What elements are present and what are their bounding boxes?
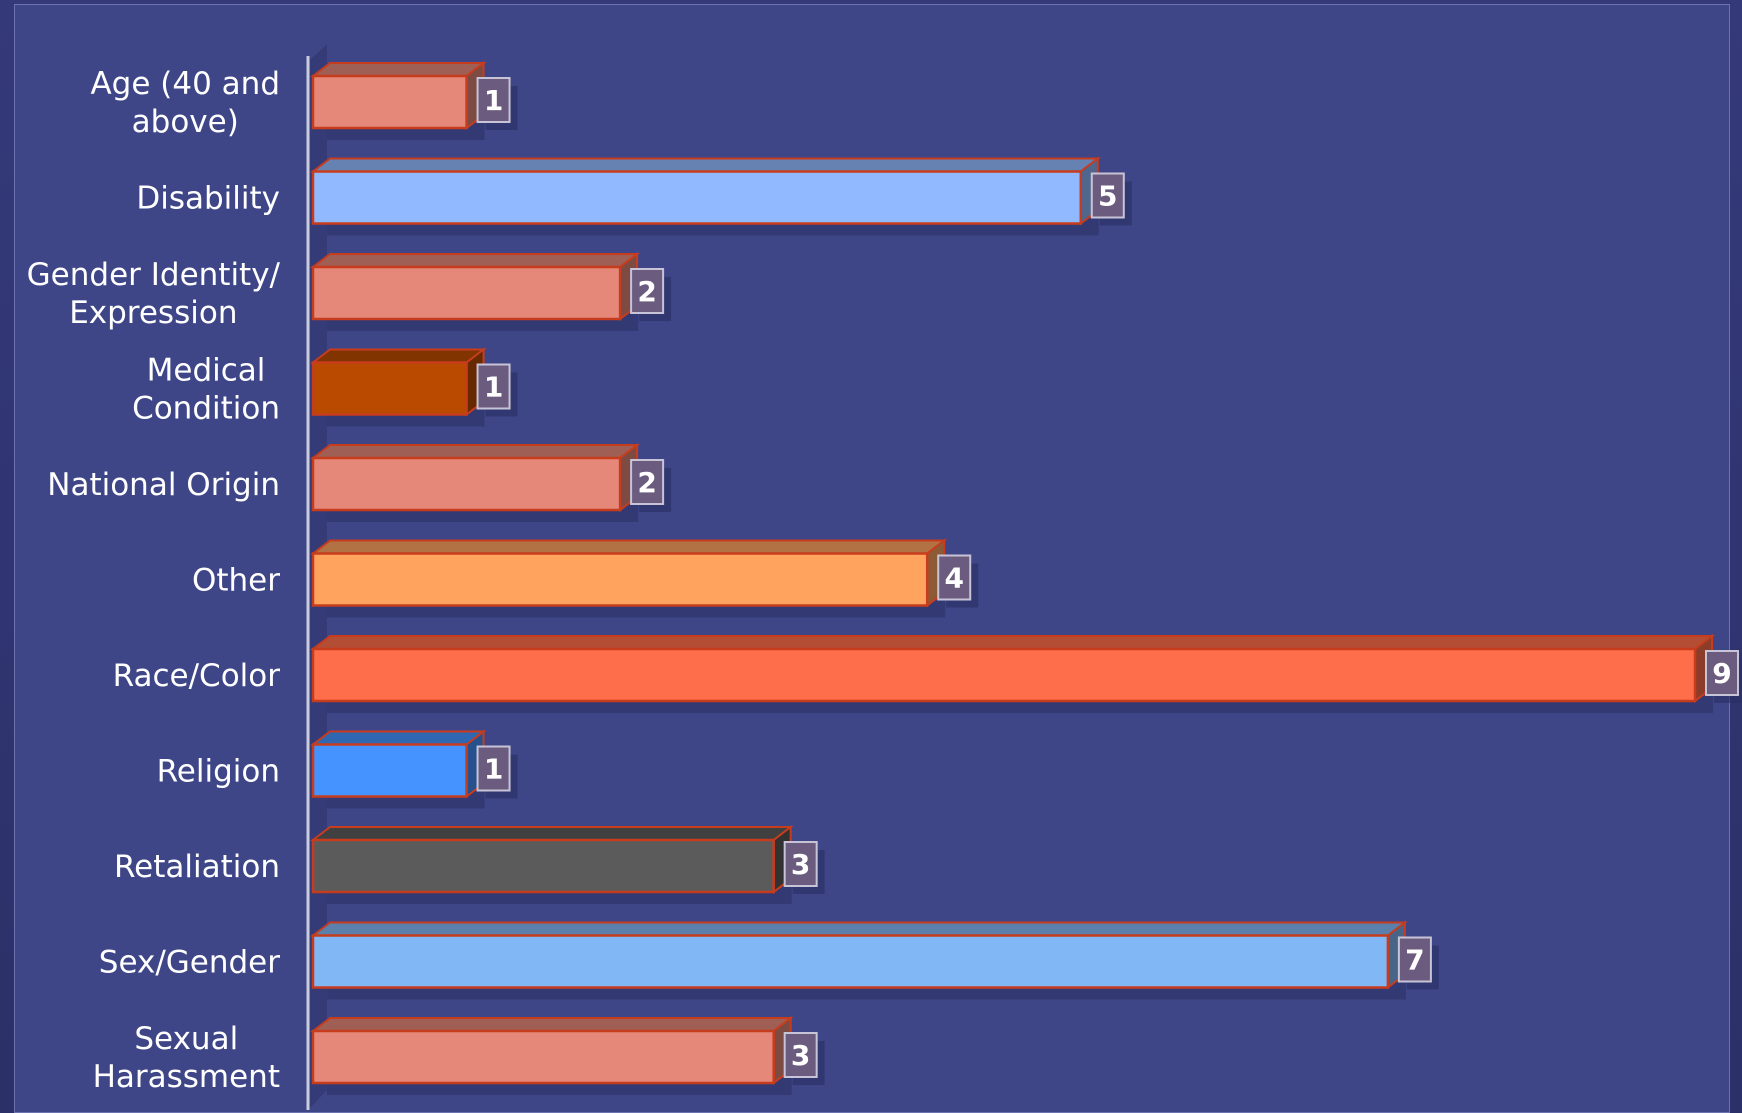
- category-labels-group: Age (40 and above) Disability Gender Identi…: [27, 66, 281, 1095]
- category-label: Religion: [157, 754, 280, 790]
- value-labels-group: 1 5 2 1 2 4 9 1 3 7 3: [476, 77, 1742, 1085]
- bar-top-face: [310, 253, 641, 268]
- bar: [311, 647, 1697, 703]
- bar-top-face: [310, 826, 794, 841]
- value-label-group: 3: [783, 1032, 825, 1085]
- value-label: 5: [1098, 180, 1117, 213]
- bar-group: [310, 251, 641, 331]
- value-label-group: 9: [1705, 650, 1742, 703]
- value-label-box: [476, 363, 511, 410]
- bar: [311, 1029, 775, 1085]
- bar: [311, 74, 468, 130]
- value-label-group: 2: [630, 268, 672, 321]
- value-label: 2: [637, 275, 656, 308]
- value-label: 2: [637, 466, 656, 499]
- value-label-group: 1: [476, 363, 518, 417]
- value-label-group: 5: [1090, 172, 1132, 226]
- value-label: 1: [484, 371, 503, 404]
- bar: [311, 361, 468, 416]
- bar-top-face: [310, 635, 1715, 650]
- value-label: 3: [791, 1039, 810, 1072]
- category-label: Retaliation: [114, 849, 280, 885]
- bar: [311, 743, 468, 798]
- bar-group: [310, 633, 1715, 713]
- value-label-box: [937, 554, 972, 601]
- value-label: 3: [791, 848, 810, 881]
- bar-group: [310, 729, 487, 809]
- category-label: National Origin: [47, 467, 280, 503]
- bar: [311, 456, 622, 512]
- bar-top-face: [310, 348, 487, 364]
- category-label: Sexual Harassment: [93, 1021, 280, 1095]
- value-label: 9: [1712, 657, 1731, 690]
- category-label: Race/Color: [113, 658, 281, 694]
- value-label-group: 1: [476, 77, 518, 130]
- value-label-box: [476, 77, 511, 123]
- bar: [311, 838, 775, 894]
- bar-group: [310, 920, 1408, 1000]
- bar: [311, 934, 1390, 989]
- bar-top-face: [310, 444, 641, 459]
- value-label-box: [1397, 936, 1432, 983]
- bar: [311, 265, 622, 321]
- category-label: Gender Identity/Expression: [27, 257, 281, 331]
- value-label-box: [630, 268, 665, 314]
- bar-top-face: [310, 730, 487, 746]
- category-label: Medical Condition: [132, 353, 280, 427]
- value-label-group: 7: [1397, 936, 1439, 990]
- bar-top-face: [310, 539, 948, 555]
- bar: [311, 552, 929, 607]
- value-label: 7: [1405, 944, 1424, 977]
- value-label-group: 3: [783, 841, 825, 894]
- value-label: 1: [484, 84, 503, 117]
- bar-group: [310, 347, 487, 427]
- bar-top-face: [310, 157, 1101, 173]
- bar-group: [310, 60, 487, 140]
- value-label-box: [783, 1032, 818, 1078]
- bar-top-face: [310, 62, 487, 77]
- value-label-group: 1: [476, 745, 518, 799]
- value-label-box: [476, 745, 511, 792]
- category-label: Other: [192, 563, 280, 599]
- category-label: Age (40 and above): [90, 66, 280, 140]
- bar-group: [310, 538, 948, 618]
- category-label: Sex/Gender: [99, 945, 280, 981]
- value-label: 4: [944, 562, 963, 595]
- value-label-box: [783, 841, 818, 887]
- bar-group: [310, 156, 1101, 236]
- value-label-group: 2: [630, 459, 672, 512]
- bar-group: [310, 442, 641, 522]
- bar-top-face: [310, 921, 1408, 937]
- bar-group: [310, 1015, 794, 1095]
- value-label-group: 4: [937, 554, 979, 608]
- value-label-box: [1705, 650, 1739, 696]
- bar: [311, 170, 1083, 225]
- value-label-box: [630, 459, 665, 505]
- category-label: Disability: [136, 181, 280, 217]
- bar-top-face: [310, 1017, 794, 1032]
- value-label: 1: [484, 753, 503, 786]
- bars-group: [310, 60, 1715, 1095]
- bar-group: [310, 824, 794, 904]
- value-label-box: [1090, 172, 1125, 219]
